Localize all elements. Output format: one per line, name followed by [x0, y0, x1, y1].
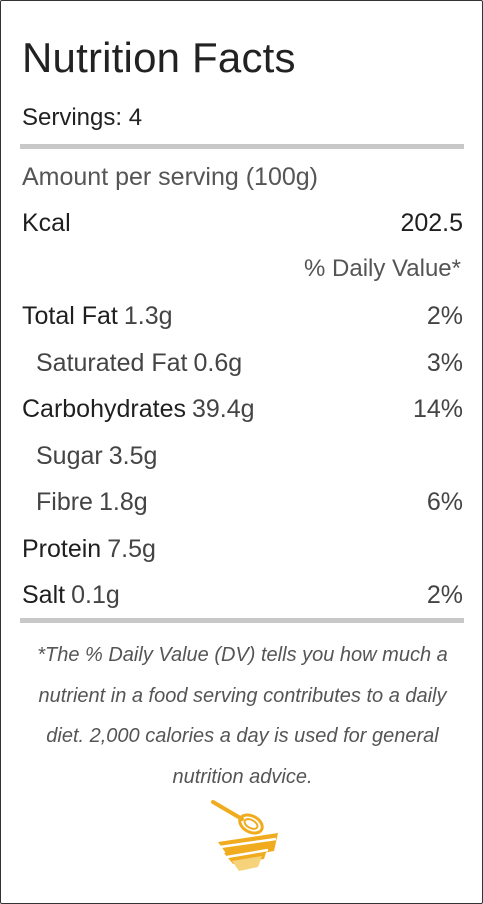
- nutrient-row-sugar: Sugar 3.5g: [22, 439, 463, 473]
- nutrient-qty: 1.8g: [98, 487, 148, 516]
- kcal-label: Kcal: [22, 208, 71, 237]
- nutrient-pct: 14%: [412, 394, 463, 423]
- nutrient-row-saturated-fat: Saturated Fat 0.6g 3%: [22, 346, 463, 380]
- nutrient-label: Carbohydrates: [22, 394, 186, 423]
- servings-count: Servings: 4: [22, 104, 143, 131]
- nutrient-pct: 2%: [426, 580, 463, 609]
- daily-value-footnote: *The % Daily Value (DV) tells you how mu…: [37, 644, 448, 788]
- nutrient-qty: 7.5g: [107, 534, 156, 563]
- nutrient-label: Total Fat: [22, 301, 118, 330]
- nutrient-pct: 3%: [426, 348, 463, 377]
- nutrient-qty: 39.4g: [191, 394, 255, 423]
- kcal-value: 202.5: [400, 208, 463, 237]
- nutrient-qty: 3.5g: [108, 441, 158, 470]
- nutrient-pct: 6%: [426, 487, 463, 516]
- nutrient-label: Saturated Fat: [36, 348, 188, 377]
- nutrient-row-carbohydrates: Carbohydrates 39.4g 14%: [22, 392, 463, 426]
- kcal-row: Kcal 202.5: [22, 206, 463, 240]
- whisk-bowl-icon: [206, 797, 280, 875]
- bottom-divider: [20, 618, 464, 623]
- amount-per-serving: Amount per serving (100g): [22, 163, 318, 191]
- nutrient-row-fibre: Fibre 1.8g 6%: [22, 485, 463, 519]
- nutrient-qty: 0.1g: [71, 580, 120, 609]
- nutrient-row-salt: Salt 0.1g 2%: [22, 578, 463, 612]
- top-divider: [20, 144, 464, 149]
- nutrient-qty: 1.3g: [123, 301, 173, 330]
- nutrient-label: Sugar: [36, 441, 103, 470]
- nutrient-row-total-fat: Total Fat 1.3g 2%: [22, 299, 463, 333]
- nutrient-label: Salt: [22, 580, 66, 609]
- nutrient-label: Protein: [22, 534, 102, 563]
- daily-value-header: % Daily Value*: [304, 255, 461, 282]
- nutrient-qty: 0.6g: [193, 348, 243, 377]
- nutrition-title: Nutrition Facts: [22, 34, 296, 81]
- nutrient-label: Fibre: [36, 487, 93, 516]
- nutrient-row-protein: Protein 7.5g: [22, 532, 463, 566]
- nutrient-pct: 2%: [426, 301, 463, 330]
